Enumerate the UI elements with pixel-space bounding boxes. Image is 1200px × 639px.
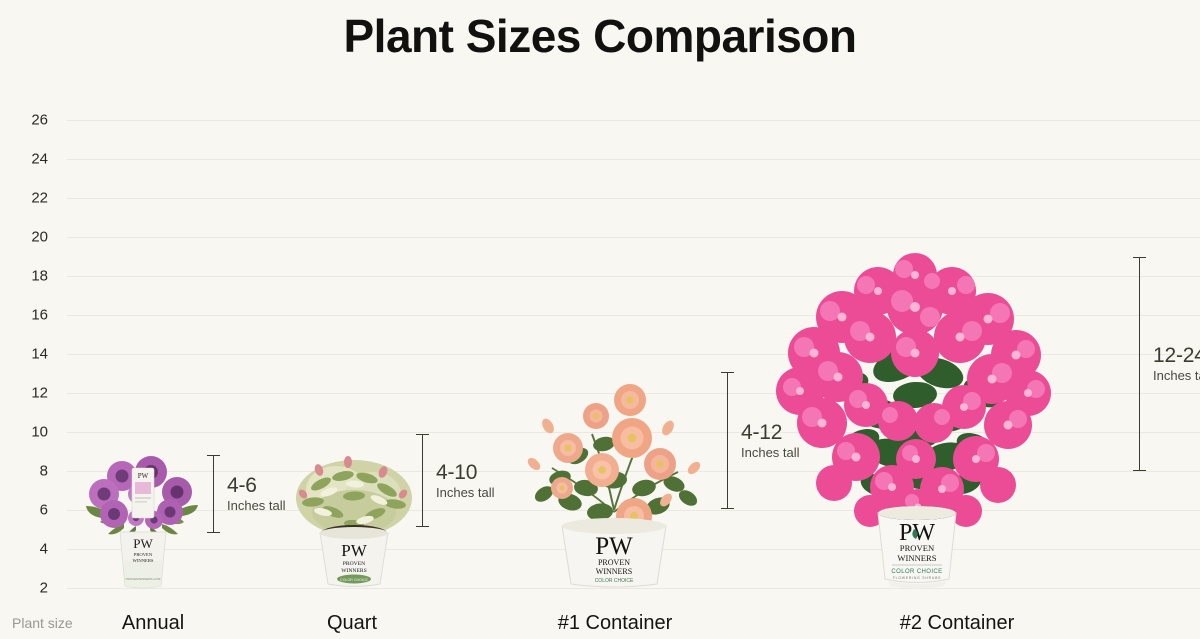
svg-text:PW: PW (595, 533, 633, 560)
gridline (67, 120, 1200, 121)
measure-line (1139, 257, 1140, 471)
measure-unit-annual: Inches tall (227, 498, 286, 513)
measure-range-quart: 4-10 (436, 460, 478, 484)
gridline (67, 276, 1200, 277)
measure-line (727, 372, 728, 509)
measure-line (422, 434, 423, 527)
page-title: Plant Sizes Comparison (343, 10, 857, 62)
measure-cap-bottom (416, 526, 429, 527)
plant-image-quart: PW PROVEN WINNERS COLOR CHOICE (291, 442, 417, 590)
plant-tag-label: PW (131, 467, 155, 519)
y-axis-tick-26: 26 (31, 111, 48, 129)
y-axis-tick-22: 22 (31, 189, 48, 207)
measure-range-container-2: 12-24 (1153, 344, 1200, 367)
svg-text:PW: PW (133, 536, 153, 551)
measure-cap-bottom (1133, 470, 1146, 471)
y-axis-tick-4: 4 (39, 540, 48, 558)
y-axis-tick-10: 10 (31, 423, 48, 441)
gridline (67, 354, 1200, 355)
svg-text:PROVENWINNERS.COM: PROVENWINNERS.COM (126, 577, 161, 581)
plant-image-container-1: PW PROVEN WINNERS COLOR CHOICE (508, 360, 720, 590)
measure-cap-top (1133, 257, 1146, 258)
y-axis-tick-12: 12 (31, 384, 48, 402)
plant-image-container-2: PW PROVEN WINNERS COLOR CHOICE FLOWERING… (770, 245, 1060, 590)
svg-text:PROVEN: PROVEN (343, 561, 365, 567)
gridline (67, 159, 1200, 160)
category-label-container-1: #1 Container (557, 612, 673, 634)
measure-range-annual: 4-6 (227, 474, 257, 497)
measure-unit-quart: Inches tall (436, 484, 495, 500)
y-axis-tick-6: 6 (39, 501, 48, 519)
measure-range-container-1: 4-12 (741, 420, 783, 444)
gridline (67, 588, 1200, 589)
measure-cap-top (207, 455, 220, 456)
svg-text:WINNERS: WINNERS (897, 553, 936, 563)
svg-text:PW: PW (341, 541, 367, 560)
proven-winners-color-choice-large-pot: PW PROVEN WINNERS COLOR CHOICE FLOWERING… (877, 506, 957, 589)
gridline (67, 237, 1200, 238)
pink-weigela-flowers (776, 253, 1051, 527)
y-axis-tick-14: 14 (31, 345, 48, 363)
svg-text:COLOR CHOICE: COLOR CHOICE (595, 578, 634, 584)
svg-text:COLOR CHOICE: COLOR CHOICE (891, 569, 942, 575)
svg-text:PW: PW (138, 472, 149, 480)
measure-unit-container-2: Inches tall (1153, 368, 1200, 383)
svg-text:PROVEN: PROVEN (134, 552, 153, 557)
y-axis-tick-24: 24 (31, 150, 48, 168)
y-axis-tick-18: 18 (31, 267, 48, 285)
measure-cap-bottom (721, 508, 734, 509)
y-axis-tick-16: 16 (31, 306, 48, 324)
svg-text:COLOR CHOICE: COLOR CHOICE (340, 578, 368, 582)
svg-text:PROVEN: PROVEN (598, 558, 630, 567)
variegated-shrub-foliage (296, 456, 412, 536)
measure-cap-bottom (207, 532, 220, 533)
category-label-container-2: #2 Container (899, 612, 1015, 634)
svg-text:WINNERS: WINNERS (596, 567, 632, 576)
svg-text:PROVEN: PROVEN (900, 543, 935, 553)
gridline (67, 471, 1200, 472)
gridline (67, 198, 1200, 199)
measure-cap-top (416, 434, 429, 435)
y-axis-tick-2: 2 (39, 579, 48, 597)
pink-buds (298, 456, 408, 499)
axis-name-plant-size: Plant size (12, 615, 73, 631)
proven-winners-annual-pot: PW PROVEN WINNERS PROVENWINNERS.COM (119, 531, 167, 589)
proven-winners-color-choice-pot: PW PROVEN WINNERS COLOR CHOICE (561, 518, 667, 588)
proven-winners-quart-pot: PW PROVEN WINNERS COLOR CHOICE (319, 527, 389, 587)
svg-text:WINNERS: WINNERS (341, 568, 366, 574)
measure-line (213, 455, 214, 533)
category-label-annual: Annual (121, 612, 185, 634)
plant-image-annual: PW PW PROVEN WINNERS PROVENWINNERS.COM (78, 450, 208, 590)
svg-text:WINNERS: WINNERS (133, 558, 154, 563)
y-axis-tick-20: 20 (31, 228, 48, 246)
measure-unit-container-1: Inches tall (741, 444, 800, 460)
svg-text:FLOWERING SHRUBS: FLOWERING SHRUBS (893, 576, 941, 580)
measure-cap-top (721, 372, 734, 373)
y-axis-tick-8: 8 (39, 462, 48, 480)
peach-rose-flowers (527, 384, 701, 534)
gridline (67, 315, 1200, 316)
category-label-quart: Quart (326, 612, 378, 634)
